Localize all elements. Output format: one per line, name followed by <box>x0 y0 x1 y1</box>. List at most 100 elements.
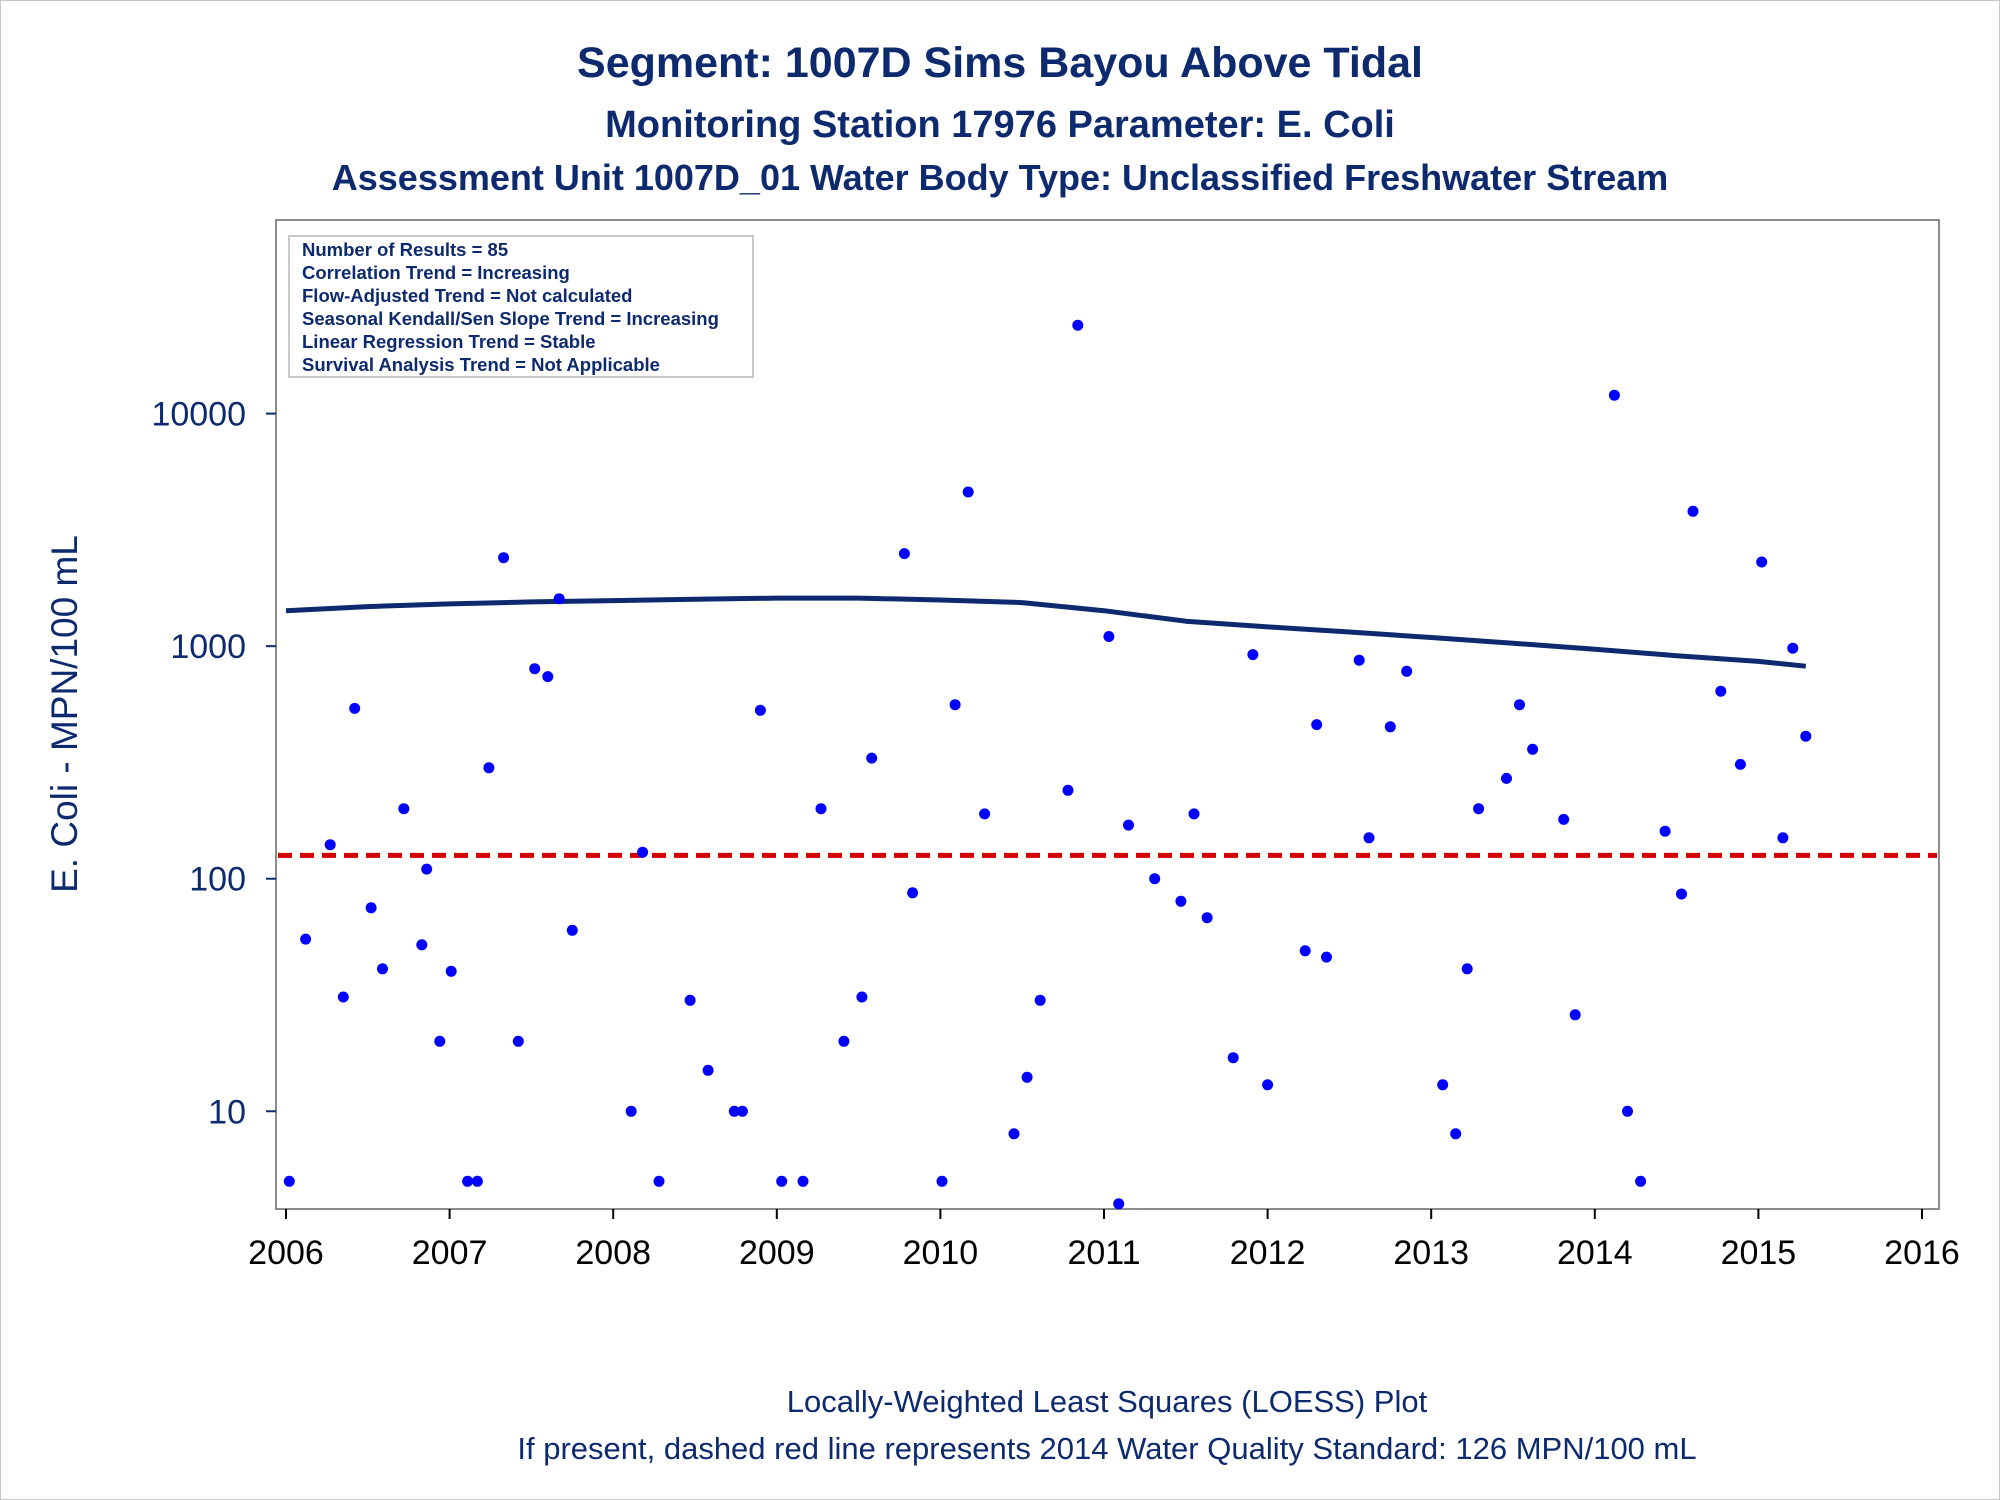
data-point <box>1113 1198 1125 1210</box>
data-point <box>512 1035 524 1047</box>
data-point <box>377 963 388 975</box>
loess-layer <box>285 595 1807 669</box>
data-point <box>1787 642 1799 654</box>
data-point <box>1659 825 1671 837</box>
data-point <box>300 933 312 945</box>
x-tick-label: 2009 <box>739 1234 815 1272</box>
data-point <box>1072 319 1084 331</box>
chart-subtitle: Monitoring Station 17976 Parameter: E. C… <box>605 104 1395 146</box>
data-point <box>684 994 696 1006</box>
data-point <box>736 1105 748 1117</box>
data-point <box>838 1035 850 1047</box>
data-point <box>483 762 495 774</box>
x-tick-label: 2012 <box>1230 1234 1306 1272</box>
data-point <box>471 1175 483 1187</box>
data-point <box>815 803 827 815</box>
y-axis-label: E. Coli - MPN/100 mL <box>44 535 85 893</box>
x-tick-label: 2008 <box>575 1234 651 1272</box>
x-tick-label: 2011 <box>1067 1234 1140 1272</box>
x-tick-label: 2014 <box>1557 1234 1633 1272</box>
data-point <box>1501 772 1512 784</box>
data-point <box>702 1064 714 1076</box>
data-point <box>1473 803 1485 815</box>
data-point <box>1247 649 1259 661</box>
data-point <box>434 1035 446 1047</box>
data-point <box>1021 1071 1033 1083</box>
data-point <box>1676 888 1687 900</box>
y-axis: 10 100 1000 10000 <box>151 396 276 1131</box>
data-point <box>1363 832 1375 844</box>
data-point <box>637 846 649 858</box>
data-point <box>1687 505 1699 517</box>
data-point <box>529 663 541 675</box>
data-point <box>776 1175 788 1187</box>
trend-info-box: Number of Results = 85 Correlation Trend… <box>288 235 754 378</box>
data-point <box>416 939 428 951</box>
data-point <box>754 704 766 716</box>
x-tick-label: 2010 <box>903 1234 979 1272</box>
data-point <box>907 887 919 899</box>
data-point <box>1622 1105 1633 1117</box>
data-point <box>1734 758 1746 770</box>
data-point <box>1103 631 1115 642</box>
data-point <box>625 1105 637 1117</box>
data-point <box>1715 685 1727 697</box>
trend-info-line: Survival Analysis Trend = Not Applicable <box>302 354 660 375</box>
data-point <box>445 965 457 977</box>
data-point <box>365 902 377 914</box>
data-point <box>1514 699 1525 711</box>
data-point <box>962 486 974 498</box>
data-point <box>349 702 361 714</box>
data-point <box>566 924 578 936</box>
data-point <box>1062 784 1074 796</box>
data-point <box>1353 654 1365 666</box>
data-point <box>949 699 961 711</box>
data-point <box>498 552 510 564</box>
footnote-standard: If present, dashed red line represents 2… <box>517 1431 1696 1466</box>
y-tick-label: 10000 <box>151 396 246 434</box>
x-tick-label: 2013 <box>1393 1234 1469 1272</box>
data-point <box>337 991 349 1003</box>
data-point <box>1034 994 1046 1006</box>
data-point <box>728 1105 740 1117</box>
data-point <box>936 1175 948 1187</box>
chart-title: Segment: 1007D Sims Bayou Above Tidal <box>577 39 1423 87</box>
data-point <box>866 752 878 764</box>
data-point <box>797 1175 809 1187</box>
data-point <box>1756 556 1768 568</box>
data-point <box>542 671 554 683</box>
data-point <box>462 1175 474 1187</box>
data-point <box>1384 721 1396 733</box>
data-point <box>979 808 991 820</box>
loess-curve <box>285 595 1807 669</box>
data-point <box>1527 743 1539 755</box>
data-point <box>1262 1079 1274 1091</box>
data-point <box>898 548 910 560</box>
trend-info-line: Flow-Adjusted Trend = Not calculated <box>302 285 632 306</box>
x-axis: 2006 2007 2008 2009 2010 2011 2012 2013 2014 2015… <box>248 1209 1960 1272</box>
data-point <box>1401 665 1413 677</box>
data-point <box>1299 945 1311 957</box>
data-point <box>1608 389 1620 401</box>
data-point <box>1800 730 1812 742</box>
data-point <box>653 1175 665 1187</box>
data-point <box>1149 873 1161 885</box>
data-point <box>1558 813 1570 825</box>
x-tick-label: 2015 <box>1721 1234 1797 1272</box>
plot-area <box>275 219 1940 1210</box>
data-point <box>1227 1052 1239 1064</box>
trend-info-line: Number of Results = 85 <box>302 239 508 260</box>
data-point <box>1188 808 1200 820</box>
data-point <box>398 803 410 815</box>
data-point <box>1461 963 1473 975</box>
data-point <box>1450 1128 1462 1140</box>
data-point <box>553 593 565 605</box>
data-point <box>1437 1079 1449 1091</box>
data-point <box>1321 951 1332 963</box>
x-tick-label: 2006 <box>248 1234 324 1272</box>
data-point <box>1635 1175 1647 1187</box>
trend-info-line: Seasonal Kendall/Sen Slope Trend = Incre… <box>302 308 719 329</box>
y-tick-label: 100 <box>189 861 246 899</box>
points-layer <box>283 245 1812 1210</box>
trend-info-line: Correlation Trend = Increasing <box>302 262 570 283</box>
